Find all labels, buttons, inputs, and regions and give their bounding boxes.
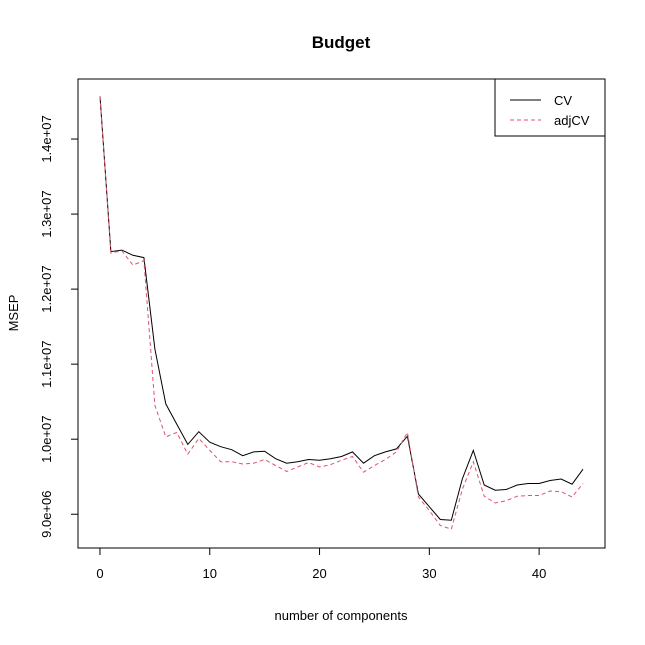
x-tick-label: 40 xyxy=(532,566,546,581)
x-tick-label: 30 xyxy=(422,566,436,581)
y-axis-label: MSEP xyxy=(6,295,21,332)
y-axis: 9.0e+06 1.0e+07 1.1e+07 1.2e+07 1.3e+07 1.4e+… xyxy=(39,115,79,538)
x-axis-label: number of components xyxy=(275,608,408,623)
legend-label-cv: CV xyxy=(554,93,572,108)
chart-title: Budget xyxy=(312,33,371,52)
series-layer xyxy=(99,96,584,530)
y-tick-label: 1.0e+07 xyxy=(39,416,54,463)
y-tick-label: 9.0e+06 xyxy=(39,491,54,538)
legend-label-adjcv: adjCV xyxy=(554,113,590,128)
y-tick-label: 1.2e+07 xyxy=(39,265,54,312)
y-tick-label: 1.4e+07 xyxy=(39,115,54,162)
legend: CV adjCV xyxy=(494,78,606,137)
y-tick-label: 1.3e+07 xyxy=(39,190,54,237)
legend-box xyxy=(494,78,606,137)
x-tick-label: 20 xyxy=(312,566,326,581)
y-tick-label: 1.1e+07 xyxy=(39,341,54,388)
x-tick-label: 0 xyxy=(96,566,103,581)
plot-frame xyxy=(77,78,606,549)
x-axis: 0 10 20 30 40 xyxy=(96,547,546,581)
series-line-cv xyxy=(99,96,584,521)
x-tick-label: 10 xyxy=(203,566,217,581)
series-line-adjcv xyxy=(99,96,584,530)
